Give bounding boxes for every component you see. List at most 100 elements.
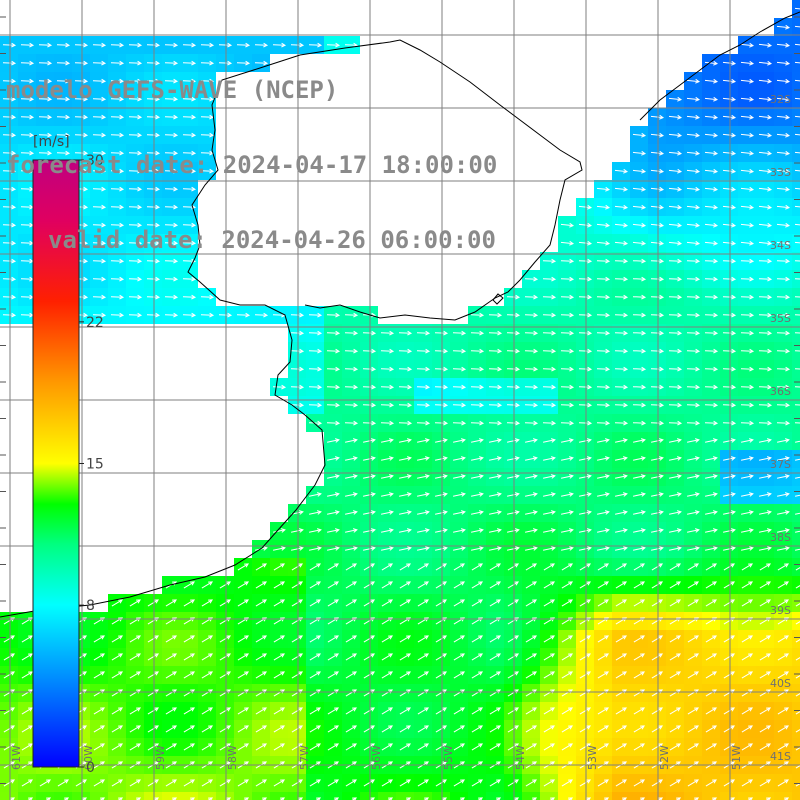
wind-arrow: [344, 348, 359, 354]
lon-label: 55W: [442, 745, 455, 770]
field-cell: [792, 612, 800, 630]
wind-arrow: [164, 294, 179, 300]
wind-arrow: [777, 725, 790, 733]
wind-arrow: [794, 296, 800, 298]
field-cell: [396, 792, 414, 800]
wind-arrow: [705, 581, 718, 589]
field-cell: [792, 540, 800, 558]
wind-arrow: [633, 546, 646, 551]
field-cell: [504, 792, 522, 800]
wind-arrow: [687, 546, 700, 551]
wind-arrow: [110, 132, 125, 138]
field-cell: [594, 792, 612, 800]
field-cell: [378, 792, 396, 800]
wind-arrow: [327, 492, 340, 497]
wind-arrow: [795, 567, 800, 571]
wind-arrow: [783, 797, 790, 800]
field-cell: [774, 792, 792, 800]
wind-arrow: [597, 599, 610, 607]
wind-arrow: [759, 510, 772, 515]
wind-arrow: [110, 240, 125, 246]
wind-arrow: [453, 599, 466, 607]
wind-arrow: [651, 707, 664, 715]
wind-arrow: [704, 294, 719, 300]
wind-arrow: [219, 653, 232, 661]
wind-arrow: [434, 348, 449, 354]
wind-arrow: [381, 528, 394, 533]
wind-arrow: [237, 635, 250, 643]
wind-arrow: [758, 294, 773, 300]
wind-arrow: [506, 420, 521, 426]
wind-arrow: [723, 474, 736, 479]
wind-arrow: [362, 402, 377, 408]
wind-arrow: [218, 60, 233, 66]
wind-arrow: [657, 797, 664, 800]
wind-arrow: [597, 474, 610, 479]
wind-arrow: [164, 276, 179, 282]
wind-arrow: [704, 276, 719, 282]
wind-arrow: [165, 653, 178, 661]
field-cell: [72, 792, 90, 800]
wind-arrow: [453, 546, 466, 551]
wind-arrow: [207, 797, 214, 800]
wind-arrow: [758, 60, 773, 66]
wind-arrow: [435, 599, 448, 607]
wind-arrow: [794, 169, 800, 172]
wind-arrow: [291, 671, 304, 679]
wind-arrow: [471, 707, 484, 715]
lat-label: 38S: [770, 531, 791, 544]
wind-arrow: [597, 528, 610, 533]
wind-arrow: [668, 294, 683, 300]
wind-arrow: [614, 420, 629, 426]
wind-arrow: [38, 60, 53, 66]
lon-label: 52W: [658, 745, 671, 770]
wind-arrow: [741, 438, 754, 443]
wind-arrow: [471, 510, 484, 515]
wind-arrow: [507, 456, 520, 461]
field-cell: [0, 792, 18, 800]
wind-arrow: [183, 581, 196, 589]
wind-arrow: [758, 312, 773, 318]
wind-arrow: [615, 456, 628, 461]
wind-arrow: [345, 563, 358, 571]
lon-label: 61W: [10, 745, 23, 770]
wind-arrow: [56, 78, 71, 84]
wind-arrow: [92, 186, 107, 192]
wind-arrow: [308, 402, 323, 408]
wind-arrow: [182, 186, 197, 192]
wind-arrow: [471, 599, 484, 607]
wind-arrow: [561, 456, 574, 461]
wind-arrow: [93, 653, 106, 661]
wind-arrow: [308, 384, 323, 390]
wind-arrow: [597, 707, 610, 715]
wind-arrow: [596, 312, 611, 318]
field-cell: [648, 792, 666, 800]
wind-arrow: [621, 797, 628, 800]
wind-arrow: [633, 671, 646, 679]
wind-arrow: [2, 222, 17, 228]
wind-arrow: [489, 599, 502, 607]
wind-arrow: [92, 204, 107, 210]
wind-arrow: [758, 240, 773, 246]
wind-arrow: [381, 743, 394, 751]
field-cell: [792, 558, 800, 576]
wind-arrow: [639, 797, 646, 800]
wind-arrow: [758, 330, 773, 336]
wind-arrow: [740, 132, 755, 138]
wind-arrow: [722, 168, 737, 174]
wind-arrow: [110, 42, 125, 48]
wind-arrow: [650, 384, 665, 390]
wind-arrow: [704, 312, 719, 318]
wind-arrow: [524, 348, 539, 354]
wind-arrow: [776, 42, 791, 48]
wind-arrow: [110, 276, 125, 282]
field-cell: [558, 792, 576, 800]
wind-arrow: [650, 204, 665, 210]
wind-arrow: [614, 366, 629, 372]
wind-arrow: [273, 725, 286, 733]
wind-arrow: [632, 420, 647, 426]
wind-arrow: [668, 258, 683, 264]
wind-arrow: [687, 635, 700, 643]
wind-arrow: [687, 779, 700, 787]
wind-arrow: [21, 653, 34, 661]
